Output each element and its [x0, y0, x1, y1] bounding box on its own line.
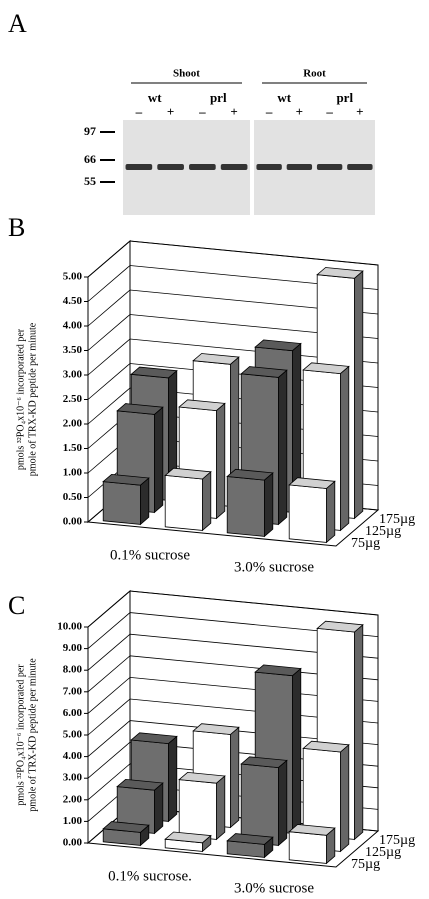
- depth-label: 175µg: [379, 833, 415, 848]
- band: [221, 164, 248, 170]
- lane-sign: +: [167, 104, 174, 119]
- bar-side: [326, 481, 334, 542]
- bar-side: [264, 473, 272, 537]
- lane-sign: +: [356, 104, 363, 119]
- y-tick-label: 6.00: [63, 707, 83, 719]
- group-label: Shoot: [173, 68, 200, 80]
- bar: [241, 757, 287, 846]
- x-category-label: 3.0% sucrose: [234, 880, 314, 896]
- y-tick-label: 10.00: [57, 621, 82, 633]
- y-tick-label: 3.00: [63, 369, 83, 381]
- bar: [103, 822, 149, 846]
- y-tick-label: 1.00: [63, 815, 83, 827]
- y-tick-label: 0.50: [63, 491, 83, 503]
- bar-side: [292, 669, 300, 834]
- y-tick-label: 0.00: [63, 516, 83, 528]
- bar-side: [168, 736, 176, 821]
- bar: [103, 474, 149, 524]
- band: [287, 164, 312, 170]
- bar-front: [227, 477, 264, 537]
- band: [157, 164, 184, 170]
- lane-sign: –: [135, 104, 143, 119]
- y-tick-label: 1.00: [63, 467, 83, 479]
- group-label: Root: [303, 68, 326, 80]
- bar-side: [278, 760, 286, 845]
- bar-side: [140, 478, 148, 524]
- bar-side: [340, 366, 348, 530]
- bar: [165, 832, 211, 851]
- y-tick-label: 4.00: [63, 320, 83, 332]
- bar-front: [289, 832, 326, 864]
- bar-side: [216, 776, 224, 839]
- panel-label: B: [8, 213, 25, 242]
- bar: [227, 834, 273, 858]
- y-tick-label: 5.00: [63, 271, 83, 283]
- bar-side: [354, 625, 362, 840]
- y-tick-label: 0.00: [63, 837, 83, 849]
- bar-front: [165, 475, 202, 530]
- bar-side: [230, 727, 238, 827]
- y-tick-label: 2.50: [63, 393, 83, 405]
- marker-label: 55: [84, 174, 96, 188]
- genotype-label: wt: [148, 90, 162, 105]
- depth-label: 175µg: [379, 512, 415, 527]
- bar: [227, 469, 273, 536]
- y-tick-label: 4.00: [63, 750, 83, 762]
- bar: [289, 478, 335, 543]
- bar-front: [103, 482, 140, 525]
- bar-side: [278, 370, 286, 524]
- y-tick-label: 8.00: [63, 664, 83, 676]
- band: [256, 164, 281, 170]
- y-tick-label: 7.00: [63, 685, 83, 697]
- bar-side: [340, 745, 348, 852]
- lane-sign: +: [230, 104, 237, 119]
- bar-front: [241, 764, 278, 845]
- x-category-label: 0.1% sucrose: [110, 547, 190, 563]
- x-category-label: 3.0% sucrose: [234, 559, 314, 575]
- lane-sign: –: [325, 104, 333, 119]
- y-tick-label: 1.50: [63, 442, 83, 454]
- y-axis-label: pmols ³²PO₄x10⁻⁶ incorporated per: [15, 664, 26, 806]
- y-tick-label: 3.00: [63, 772, 83, 784]
- bar: [289, 825, 335, 864]
- bar: [165, 468, 211, 530]
- x-category-label: 0.1% sucrose.: [108, 868, 192, 884]
- figure: A Shootwt–+prl–+Rootwt–+prl–+976655Bpmol…: [0, 0, 429, 899]
- panel-label: A: [8, 9, 27, 38]
- bar-side: [354, 271, 362, 518]
- y-axis-label: pmole of TRX-KD peptide per minute: [27, 322, 38, 476]
- bar: [179, 772, 225, 839]
- genotype-label: prl: [210, 90, 227, 105]
- bar-front: [179, 780, 216, 840]
- bar-side: [154, 783, 162, 833]
- band: [126, 164, 153, 170]
- y-tick-label: 4.50: [63, 295, 83, 307]
- panel-label: C: [8, 591, 25, 620]
- genotype-label: prl: [336, 90, 353, 105]
- y-tick-label: 5.00: [63, 729, 83, 741]
- y-axis-label: pmols ³²PO₄x10⁻⁶ incorporated per: [15, 328, 26, 470]
- y-tick-label: 2.00: [63, 793, 83, 805]
- bar-side: [216, 403, 224, 518]
- bar-front: [289, 485, 326, 543]
- lane-sign: +: [296, 104, 303, 119]
- y-axis-label: pmole of TRX-KD peptide per minute: [27, 658, 38, 812]
- genotype-label: wt: [277, 90, 291, 105]
- y-tick-label: 2.00: [63, 418, 83, 430]
- band: [189, 164, 216, 170]
- lane-sign: –: [265, 104, 273, 119]
- band: [317, 164, 342, 170]
- marker-label: 66: [84, 152, 96, 166]
- bar-side: [154, 407, 162, 512]
- y-tick-label: 3.50: [63, 344, 83, 356]
- lane-sign: –: [198, 104, 206, 119]
- marker-label: 97: [84, 124, 96, 138]
- y-tick-label: 9.00: [63, 642, 83, 654]
- bar-side: [202, 472, 210, 531]
- band: [347, 164, 372, 170]
